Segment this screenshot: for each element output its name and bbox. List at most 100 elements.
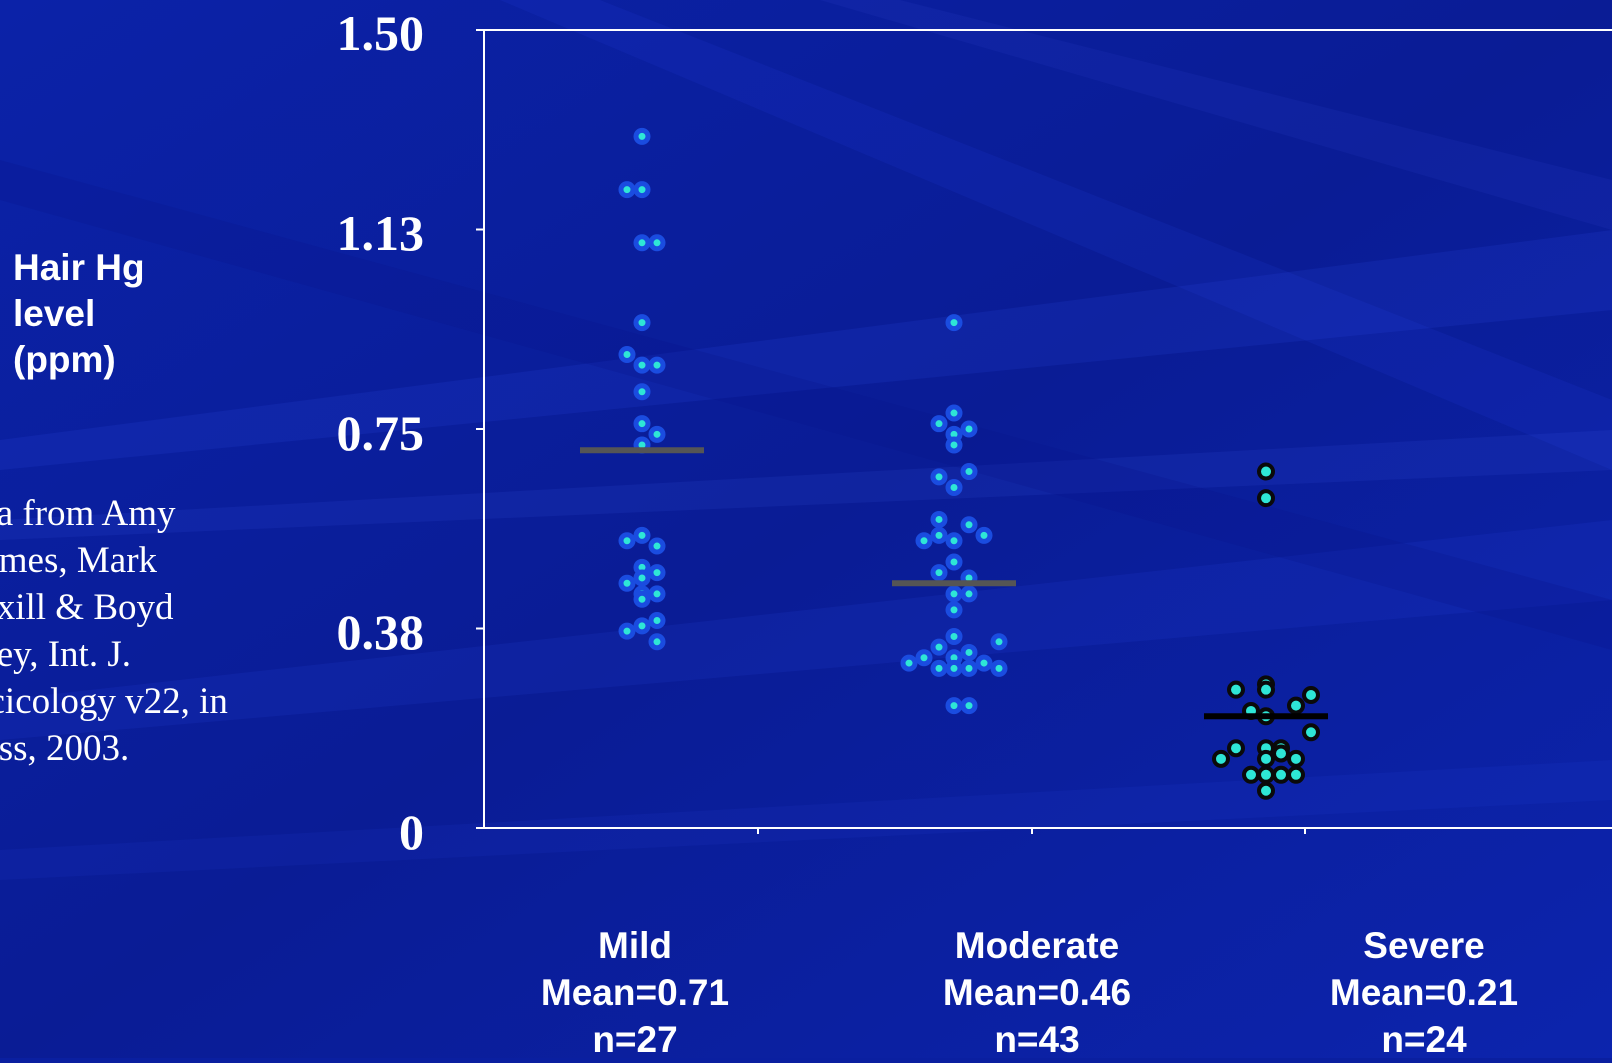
data-point-moderate [990,633,1008,651]
data-point-mild [633,383,651,401]
citation-line: ocicology v22, in [0,681,228,722]
data-point-moderate [960,659,978,677]
data-point-mild [648,612,666,630]
data-point-moderate [900,654,918,672]
category-name: Severe [1363,925,1485,966]
data-point-mild [633,526,651,544]
data-point-severe [1302,723,1320,742]
data-point-mild [618,574,636,592]
data-point-mild [633,234,651,252]
data-point-mild [648,425,666,443]
data-point-mild [648,633,666,651]
data-point-moderate [975,654,993,672]
data-point-severe [1287,749,1305,768]
category-count: n=43 [994,1019,1080,1060]
y-tick-label: 0.75 [336,405,425,461]
data-point-mild [633,590,651,608]
y-axis-label-line: Hair Hg [13,247,145,288]
category-count: n=27 [592,1019,678,1060]
data-point-severe [1257,462,1275,481]
data-point-moderate [945,697,963,715]
data-point-moderate [945,532,963,550]
data-point-mild [618,181,636,199]
y-tick-label: 0 [399,804,424,860]
data-point-moderate [930,659,948,677]
data-point-moderate [990,659,1008,677]
data-point-moderate [930,638,948,656]
data-point-moderate [960,643,978,661]
data-point-moderate [930,468,948,486]
data-point-moderate [945,585,963,603]
data-point-moderate [960,697,978,715]
citation: ata from Amy olmes, Mark laxill & Boyd a… [0,490,300,772]
category-count: n=24 [1381,1019,1467,1060]
citation-line: laxill & Boyd [0,587,174,628]
data-point-moderate [945,314,963,332]
citation-line: aley, Int. J. [0,634,131,675]
data-point-mild [648,585,666,603]
data-point-mild [633,415,651,433]
data-point-mild [633,314,651,332]
y-axis-label-line: level [13,293,96,334]
data-point-severe [1227,739,1245,758]
data-point-moderate [945,601,963,619]
data-point-moderate [960,463,978,481]
data-point-mild [618,346,636,364]
data-point-moderate [930,415,948,433]
data-point-mild [633,569,651,587]
data-point-severe [1212,749,1230,768]
data-point-mild [648,537,666,555]
data-point-severe [1272,765,1290,784]
data-point-mild [648,234,666,252]
data-point-severe [1257,765,1275,784]
data-point-moderate [945,553,963,571]
citation-line: ress, 2003. [0,728,130,769]
data-point-moderate [930,526,948,544]
data-point-mild [648,564,666,582]
data-point-mild [648,356,666,374]
category-mean: Mean=0.46 [942,972,1132,1013]
data-point-severe [1257,781,1275,800]
data-point-mild [633,356,651,374]
category-label-mild: Mild Mean=0.71 n=27 [485,922,785,1063]
data-point-severe [1272,744,1290,763]
data-point-mild [618,622,636,640]
citation-line: ata from Amy [0,493,176,534]
data-point-moderate [945,627,963,645]
data-point-severe [1287,696,1305,715]
citation-line: olmes, Mark [0,540,158,581]
data-point-mild [618,532,636,550]
data-point-mild [633,127,651,145]
data-point-moderate [945,659,963,677]
data-point-moderate [960,585,978,603]
data-point-moderate [945,436,963,454]
category-name: Moderate [954,925,1120,966]
data-point-moderate [945,479,963,497]
category-label-severe: Severe Mean=0.21 n=24 [1274,922,1574,1063]
data-point-mild [633,181,651,199]
category-mean: Mean=0.21 [1329,972,1519,1013]
data-point-moderate [975,526,993,544]
data-point-severe [1257,680,1275,699]
y-tick-label: 0.38 [336,604,425,660]
category-name: Mild [598,925,672,966]
y-tick-label: 1.13 [336,205,425,261]
data-point-moderate [945,404,963,422]
data-point-moderate [960,516,978,534]
y-axis-label: Hair Hg level (ppm) [13,245,145,383]
data-point-mild [633,617,651,635]
data-point-severe [1257,749,1275,768]
data-point-moderate [915,649,933,667]
data-point-moderate [960,420,978,438]
data-point-severe [1257,489,1275,508]
category-mean: Mean=0.71 [540,972,730,1013]
data-point-severe [1242,765,1260,784]
data-point-severe [1302,686,1320,704]
y-axis-label-line: (ppm) [13,339,116,380]
data-point-moderate [930,564,948,582]
y-tick-label: 1.50 [336,5,425,61]
data-point-moderate [930,510,948,528]
data-point-moderate [915,532,933,550]
